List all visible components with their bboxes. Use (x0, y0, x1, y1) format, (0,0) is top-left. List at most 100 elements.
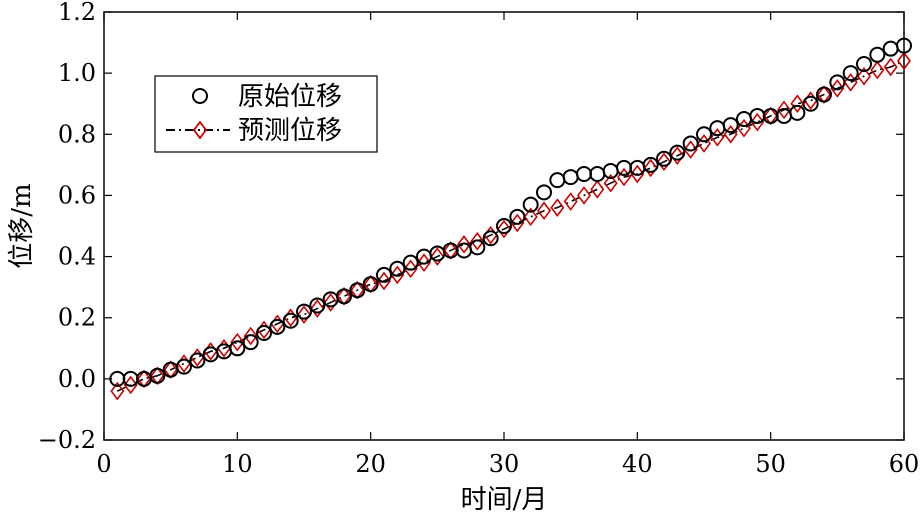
y-tick-label: 0.6 (58, 181, 96, 209)
predicted-point (563, 192, 578, 211)
legend-label-original: 原始位移 (238, 82, 342, 112)
legend: 原始位移 预测位移 (154, 75, 378, 153)
predicted-point (390, 265, 405, 285)
series-original (109, 37, 912, 387)
original-point (336, 288, 352, 305)
original-point (309, 297, 326, 314)
y-tick-label: 0.8 (58, 120, 96, 148)
predicted-point (323, 293, 338, 312)
predicted-point (590, 179, 605, 199)
predicted-point (403, 259, 418, 279)
original-point (669, 144, 686, 161)
original-point (789, 104, 806, 121)
legend-marker-original (192, 88, 208, 104)
y-tick-label: 0.4 (58, 243, 96, 271)
original-point (856, 55, 872, 72)
predicted-point (883, 57, 898, 77)
predicted-point (790, 94, 805, 114)
original-point (389, 260, 406, 277)
original-point (469, 239, 486, 256)
predicted-point (510, 213, 525, 233)
predicted-point (657, 152, 671, 172)
predicted-point (683, 140, 698, 159)
legend-box (154, 75, 378, 153)
predicted-point (243, 326, 258, 346)
predicted-point (377, 271, 391, 291)
predicted-point (150, 366, 165, 386)
tick-labels: 0 10 20 30 40 50 60 −0.2 0.0 0.2 0.4 0.6 0.8 1.0 1.2 (38, 0, 920, 478)
original-point (242, 334, 259, 351)
y-tick-label: 0.2 (58, 304, 96, 332)
original-point (829, 74, 846, 91)
predicted-point (110, 381, 125, 401)
predicted-point (870, 60, 885, 80)
y-tick-label: −0.2 (38, 426, 96, 454)
x-axis-label: 时间/月 (461, 485, 548, 515)
original-point (189, 352, 206, 369)
x-tick-label: 40 (622, 450, 653, 478)
original-point (842, 65, 859, 82)
predicted-point (643, 158, 658, 178)
predicted-point (577, 186, 591, 205)
predicted-point (670, 146, 685, 166)
original-point (296, 303, 312, 320)
original-point (256, 325, 272, 341)
predicted-point (750, 112, 765, 132)
x-tick-label: 50 (755, 450, 786, 478)
original-point (482, 230, 499, 247)
predicted-point (817, 85, 831, 104)
original-point (229, 340, 246, 357)
predicted-point (830, 79, 845, 98)
legend-marker-predicted (192, 120, 208, 140)
predicted-point (457, 235, 471, 254)
predicted-point (363, 274, 378, 294)
y-tick-label: 1.2 (58, 0, 96, 26)
original-point (496, 218, 512, 234)
axis-ticks (103, 11, 905, 441)
original-point (176, 358, 192, 375)
original-point (682, 135, 699, 152)
original-point (282, 312, 299, 329)
predicted-point (430, 247, 445, 266)
original-point (722, 117, 739, 134)
predicted-point (123, 375, 138, 395)
original-point (269, 318, 286, 335)
predicted-point (763, 106, 778, 126)
x-tick-label: 0 (96, 450, 111, 478)
y-tick-label: 1.0 (58, 59, 96, 87)
predicted-point (497, 219, 511, 239)
predicted-point (163, 360, 178, 380)
predicted-point (470, 231, 485, 251)
original-point (802, 95, 819, 112)
predicted-point (350, 280, 365, 300)
x-tick-label: 30 (489, 450, 520, 478)
original-point (869, 46, 886, 63)
x-tick-label: 20 (355, 450, 386, 478)
original-point (402, 254, 419, 271)
original-point (349, 282, 366, 299)
predicted-point (777, 100, 791, 120)
predicted-point (630, 164, 645, 184)
original-point (896, 37, 912, 54)
x-tick-label: 60 (889, 450, 920, 478)
predicted-point (857, 66, 871, 86)
original-point (149, 367, 166, 384)
y-tick-label: 0.0 (58, 365, 96, 393)
predicted-point (297, 305, 311, 324)
x-tick-label: 10 (222, 450, 253, 478)
original-point (536, 184, 552, 201)
predicted-point (230, 332, 245, 352)
original-point (522, 196, 539, 213)
original-point (362, 276, 379, 293)
original-point (509, 208, 526, 225)
predicted-point (897, 51, 911, 71)
predicted-point (523, 207, 538, 227)
original-point (642, 156, 659, 173)
y-axis-label: 位移/m (7, 183, 37, 268)
predicted-point (537, 201, 551, 221)
original-point (376, 266, 392, 283)
series-layer (109, 37, 912, 401)
predicted-point (417, 253, 431, 273)
predicted-point (310, 299, 325, 318)
